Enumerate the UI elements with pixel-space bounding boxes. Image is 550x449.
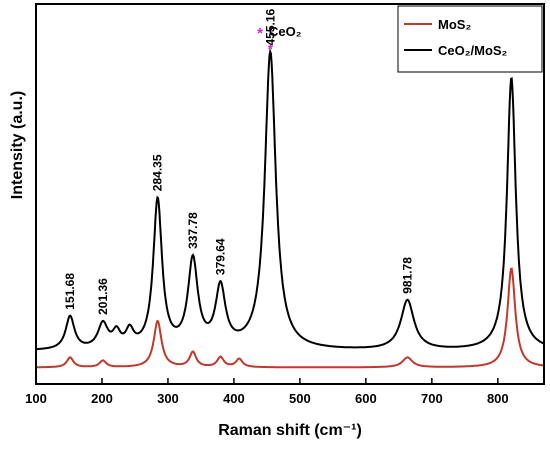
legend-box: [397, 5, 543, 73]
x-tick-label-7: 800: [487, 391, 509, 406]
x-tick-label-3: 400: [223, 391, 245, 406]
series-line-ceo-mos: [36, 47, 545, 351]
peak-label-2: 284.35: [151, 154, 165, 191]
peak-label-4: 379.64: [214, 238, 228, 275]
legend-label-mos: MoS₂: [438, 17, 471, 32]
peak-label-6: 981.78: [400, 257, 414, 294]
ceo2-marker-legend-label: CeO₂: [269, 24, 302, 39]
peak-label-5: 455.16: [263, 8, 277, 45]
x-tick-label-2: 300: [157, 391, 179, 406]
x-tick-layer: 100 200 300 400 500 600 700 800: [25, 378, 509, 406]
x-axis-title: Raman shift (cm⁻¹): [218, 422, 362, 439]
x-tick-label-1: 200: [91, 391, 113, 406]
peak-label-3: 337.78: [186, 212, 200, 249]
peak-label-0: 151.68: [63, 273, 77, 310]
series-layer: [36, 47, 545, 369]
x-tick-label-4: 500: [289, 391, 311, 406]
x-tick-label-0: 100: [25, 391, 47, 406]
ceo2-marker-legend: * CeO₂: [257, 24, 302, 42]
x-tick-label-6: 700: [421, 391, 443, 406]
legend-label-ceo-mos: CeO₂/MoS₂: [438, 43, 508, 58]
legend: MoS₂ CeO₂/MoS₂: [397, 5, 543, 73]
y-axis-title: Intensity (a.u.): [9, 91, 26, 199]
x-tick-label-5: 600: [355, 391, 377, 406]
peak-label-1: 201.36: [96, 278, 110, 315]
series-line-mos: [36, 267, 545, 369]
plot-frame: [35, 3, 545, 385]
ceo2-star-icon: *: [257, 25, 263, 42]
peak-marker-5: *: [268, 42, 274, 57]
